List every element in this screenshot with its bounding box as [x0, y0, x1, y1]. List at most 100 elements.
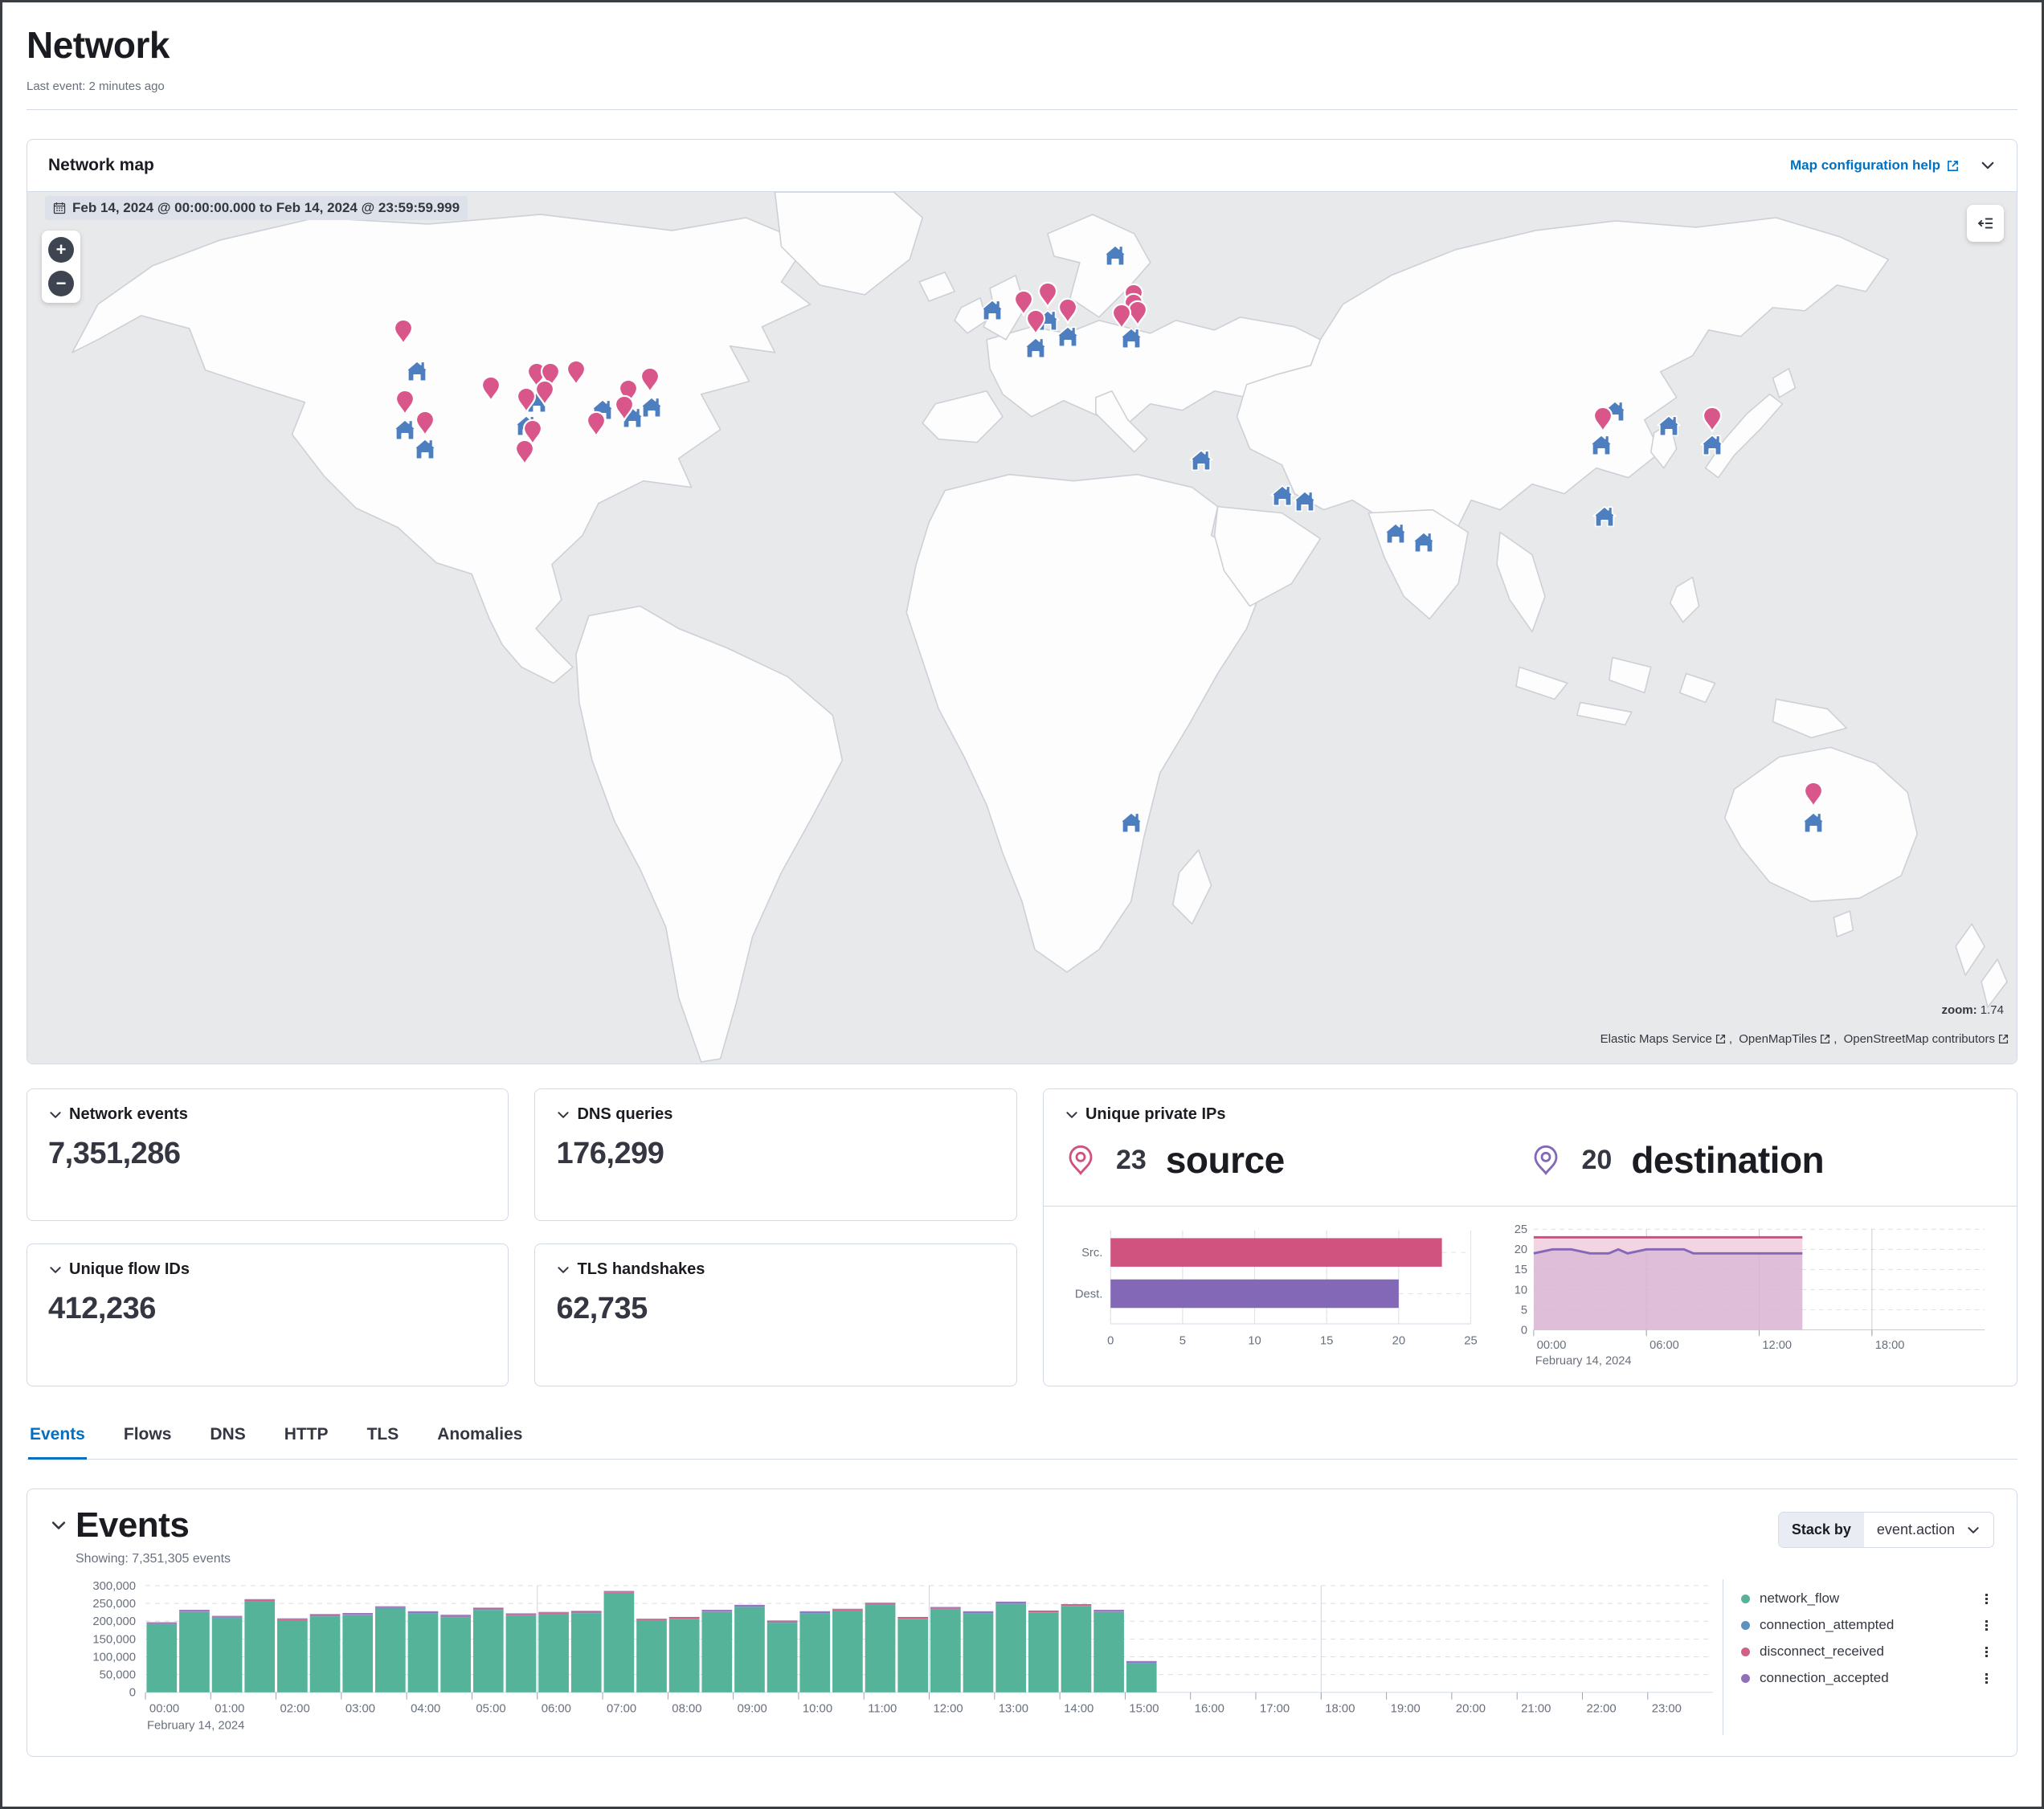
attribution-link[interactable]: OpenMapTiles [1739, 1032, 1830, 1046]
legend-color-dot [1741, 1594, 1750, 1603]
legend-label[interactable]: connection_accepted [1760, 1670, 1889, 1686]
host-marker-icon[interactable] [1383, 521, 1408, 549]
location-pin-icon[interactable] [586, 410, 607, 442]
svg-text:0: 0 [1107, 1335, 1114, 1348]
page-header: Network Last event: 2 minutes ago [2, 2, 2042, 110]
location-pin-icon[interactable] [1126, 300, 1148, 331]
collapse-ips-chevron-icon[interactable] [1065, 1108, 1079, 1122]
location-pin-icon[interactable] [1057, 297, 1078, 329]
host-marker-icon[interactable] [1118, 326, 1144, 354]
host-marker-icon[interactable] [639, 395, 664, 423]
unique-ips-area-chart[interactable]: 0 5 10 15 20 25 00:00 06:00 12:00 18:00 February 1… [1493, 1216, 1996, 1370]
tab-anomalies[interactable]: Anomalies [437, 1425, 523, 1444]
map-date-range-text: Feb 14, 2024 @ 00:00:00.000 to Feb 14, 2… [72, 200, 460, 215]
legend-actions-icon[interactable] [1984, 1645, 1989, 1659]
location-pin-icon[interactable] [639, 366, 660, 397]
host-marker-icon[interactable] [1656, 413, 1682, 441]
host-marker-icon[interactable] [404, 358, 430, 386]
legend-label[interactable]: disconnect_received [1760, 1644, 1884, 1660]
unique-ips-bar-chart[interactable]: 0 5 10 15 20 25 Src. Dest. [1065, 1216, 1493, 1370]
svg-text:02:00: 02:00 [280, 1703, 310, 1716]
location-pin-icon[interactable] [394, 389, 416, 420]
host-marker-icon[interactable] [1188, 448, 1214, 476]
tab-http[interactable]: HTTP [284, 1425, 329, 1444]
tab-flows[interactable]: Flows [123, 1425, 172, 1444]
location-pin-icon[interactable] [1110, 303, 1132, 333]
ips-panel-divider [1043, 1206, 2017, 1207]
location-pin-icon[interactable] [392, 318, 414, 349]
legend-label[interactable]: network_flow [1760, 1591, 1840, 1607]
zoom-in-button[interactable]: + [48, 237, 74, 263]
svg-text:19:00: 19:00 [1391, 1703, 1421, 1716]
location-pin-icon[interactable] [1013, 290, 1035, 321]
zoom-out-button[interactable]: − [48, 271, 74, 296]
collapse-stat-chevron-icon[interactable] [48, 1263, 63, 1277]
tab-events[interactable]: Events [28, 1420, 87, 1460]
tab-tls[interactable]: TLS [366, 1425, 399, 1444]
legend-label[interactable]: connection_attempted [1760, 1617, 1895, 1633]
host-marker-icon[interactable] [1102, 243, 1128, 272]
host-marker-icon[interactable] [979, 297, 1005, 325]
location-pin-icon[interactable] [1025, 309, 1047, 340]
location-pin-icon[interactable] [1037, 281, 1059, 312]
location-pin-icon[interactable] [1702, 406, 1723, 436]
location-pin-icon[interactable] [516, 386, 538, 417]
stats-section: Unique private IPs 23 source 20 destinat… [27, 1088, 2017, 1386]
location-pin-icon[interactable] [1803, 782, 1825, 812]
host-marker-icon[interactable] [1588, 432, 1614, 460]
map-attribution: Elastic Maps Service , OpenMapTiles , Op… [1600, 1032, 2009, 1046]
destination-ips-count: 20 [1581, 1144, 1613, 1175]
collapse-stat-chevron-icon[interactable] [556, 1108, 570, 1122]
svg-text:25: 25 [1464, 1335, 1477, 1348]
stack-by-select[interactable]: event.action [1863, 1513, 1993, 1547]
svg-text:06:00: 06:00 [542, 1703, 571, 1716]
location-pin-icon[interactable] [613, 394, 635, 425]
events-showing-count: Showing: 7,351,305 events [76, 1552, 231, 1566]
attribution-link[interactable]: OpenStreetMap contributors [1844, 1032, 2009, 1046]
host-marker-icon[interactable] [412, 437, 438, 465]
location-pin-icon[interactable] [566, 359, 587, 390]
location-pin-icon[interactable] [415, 410, 436, 441]
source-ips-count: 23 [1115, 1144, 1147, 1175]
svg-text:5: 5 [1179, 1335, 1186, 1348]
map-zoom-value: 1.74 [1980, 1003, 2004, 1017]
host-marker-icon[interactable] [1699, 432, 1725, 460]
host-marker-icon[interactable] [1269, 483, 1295, 511]
location-pin-icon[interactable] [514, 439, 536, 469]
legend-actions-icon[interactable] [1984, 1672, 1989, 1685]
svg-text:03:00: 03:00 [345, 1703, 375, 1716]
events-histogram[interactable]: 0 50,000 100,000 150,000 200,000 250,000 300,0… [50, 1579, 1723, 1734]
collapse-layers-icon [1977, 218, 1993, 229]
collapse-stat-chevron-icon[interactable] [48, 1108, 63, 1122]
svg-text:17:00: 17:00 [1260, 1703, 1290, 1716]
host-marker-icon[interactable] [392, 418, 418, 446]
destination-pin-icon [1535, 1145, 1558, 1176]
location-pin-icon[interactable] [533, 379, 555, 410]
attribution-link[interactable]: Elastic Maps Service [1600, 1032, 1726, 1046]
map-canvas[interactable]: Feb 14, 2024 @ 00:00:00.000 to Feb 14, 2… [27, 191, 2017, 1064]
svg-text:08:00: 08:00 [672, 1703, 701, 1716]
collapse-stat-chevron-icon[interactable] [556, 1263, 570, 1277]
collapse-layers-button[interactable] [1967, 205, 2004, 242]
host-marker-icon[interactable] [1592, 504, 1617, 532]
svg-text:12:00: 12:00 [1763, 1339, 1793, 1352]
collapse-panel-chevron-icon[interactable] [1980, 157, 1996, 174]
host-marker-icon[interactable] [1055, 325, 1081, 353]
legend-actions-icon[interactable] [1984, 1592, 1989, 1606]
location-pin-icon[interactable] [1592, 406, 1613, 436]
svg-text:04:00: 04:00 [411, 1703, 440, 1716]
host-marker-icon[interactable] [1411, 530, 1437, 558]
svg-text:25: 25 [1515, 1223, 1527, 1236]
host-marker-icon[interactable] [1023, 336, 1049, 364]
host-marker-icon[interactable] [1118, 810, 1144, 838]
map-configuration-help-link[interactable]: Map configuration help [1790, 157, 1959, 174]
legend-color-dot [1741, 1647, 1750, 1656]
svg-text:16:00: 16:00 [1195, 1703, 1224, 1716]
host-marker-icon[interactable] [1292, 489, 1318, 517]
collapse-events-chevron-icon[interactable] [50, 1517, 67, 1534]
host-marker-icon[interactable] [1801, 810, 1826, 838]
location-pin-icon[interactable] [480, 375, 501, 406]
chevron-down-icon [1968, 1526, 1979, 1533]
legend-actions-icon[interactable] [1984, 1619, 1989, 1632]
tab-dns[interactable]: DNS [210, 1425, 246, 1444]
